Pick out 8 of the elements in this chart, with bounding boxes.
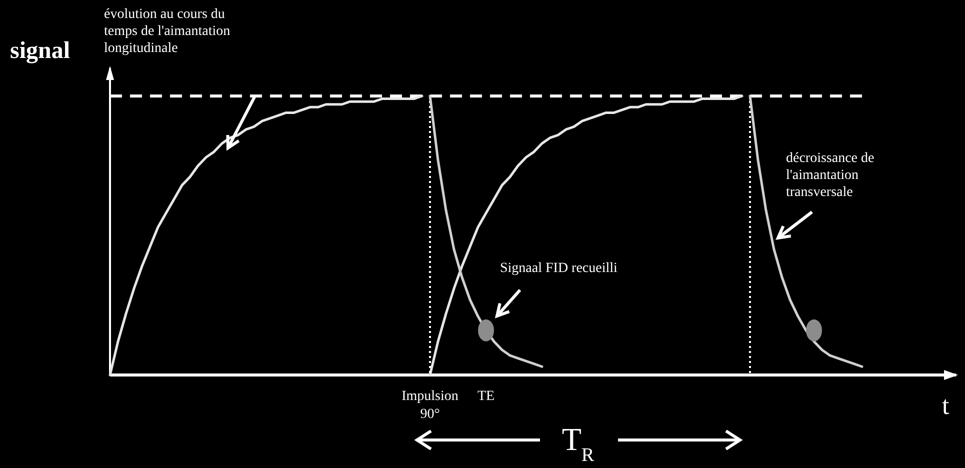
x-tick-label: Impulsion 90° [402,389,458,422]
x-axis-title: t [942,391,950,420]
y-axis-title: signal [10,38,70,64]
x-tick-label: TE [477,389,495,404]
annotation: Signaal FID recueilli [500,261,618,276]
annotation: décroissance de l'aimantation transversale [786,151,874,200]
text: évolution au cours du temps de l'aimantation longitudinale [104,7,230,56]
text: T$_{R}$ [562,421,594,466]
